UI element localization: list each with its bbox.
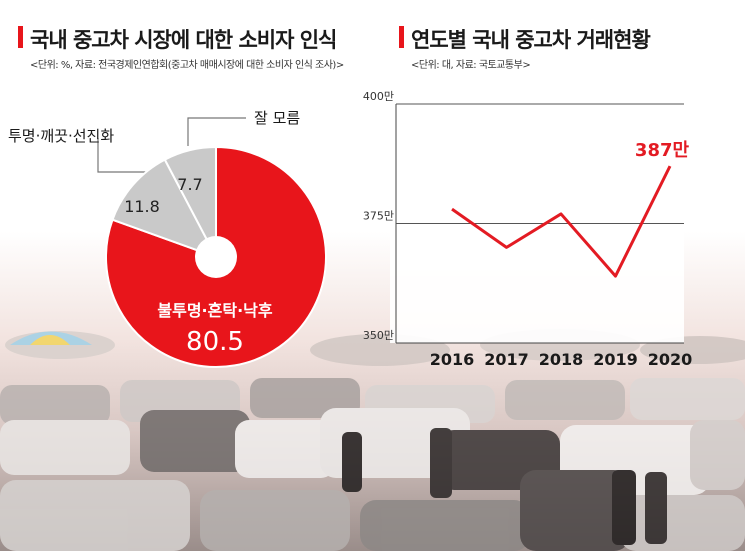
- right-title-marker: [399, 26, 404, 48]
- leader-line-unknown: [187, 117, 246, 146]
- pie-value-clear: 11.8: [124, 197, 160, 216]
- line-xtick-label: 2019: [593, 350, 638, 369]
- right-panel-title: 연도별 국내 중고차 거래현황: [411, 28, 651, 52]
- line-series-trade-volume: [451, 165, 672, 278]
- leader-line-clear: [97, 138, 148, 173]
- pie-center-hole: [195, 236, 237, 278]
- pie-label-clear: 투명·깨끗·선진화: [8, 127, 114, 145]
- left-title-marker: [18, 26, 23, 48]
- line-ytick-label: 400만: [363, 90, 394, 103]
- pie-slice-unknown: [163, 145, 217, 258]
- line-xtick-label: 2018: [539, 350, 584, 369]
- line-ytick-label: 350만: [363, 329, 394, 342]
- left-panel-source: <단위: %, 자료: 전국경제인연합회(중고차 매매시장에 대한 소비자 인식…: [30, 60, 344, 71]
- pie-value-unknown: 7.7: [177, 175, 202, 194]
- pie-label-unknown: 잘 모름: [254, 109, 300, 127]
- line-xtick-label: 2016: [430, 350, 475, 369]
- right-panel-source: <단위: 대, 자료: 국토교통부>: [411, 60, 531, 71]
- line-ytick-label: 375만: [363, 210, 394, 223]
- line-annotation-2020: 387만: [635, 140, 690, 161]
- pie-value-opaque: 80.5: [186, 327, 244, 357]
- left-panel-title: 국내 중고차 시장에 대한 소비자 인식: [30, 28, 337, 52]
- pie-label-opaque: 불투명·혼탁·낙후: [157, 301, 272, 320]
- line-xtick-label: 2017: [484, 350, 529, 369]
- line-xtick-label: 2020: [648, 350, 693, 369]
- pie-slice-clear: [111, 158, 219, 259]
